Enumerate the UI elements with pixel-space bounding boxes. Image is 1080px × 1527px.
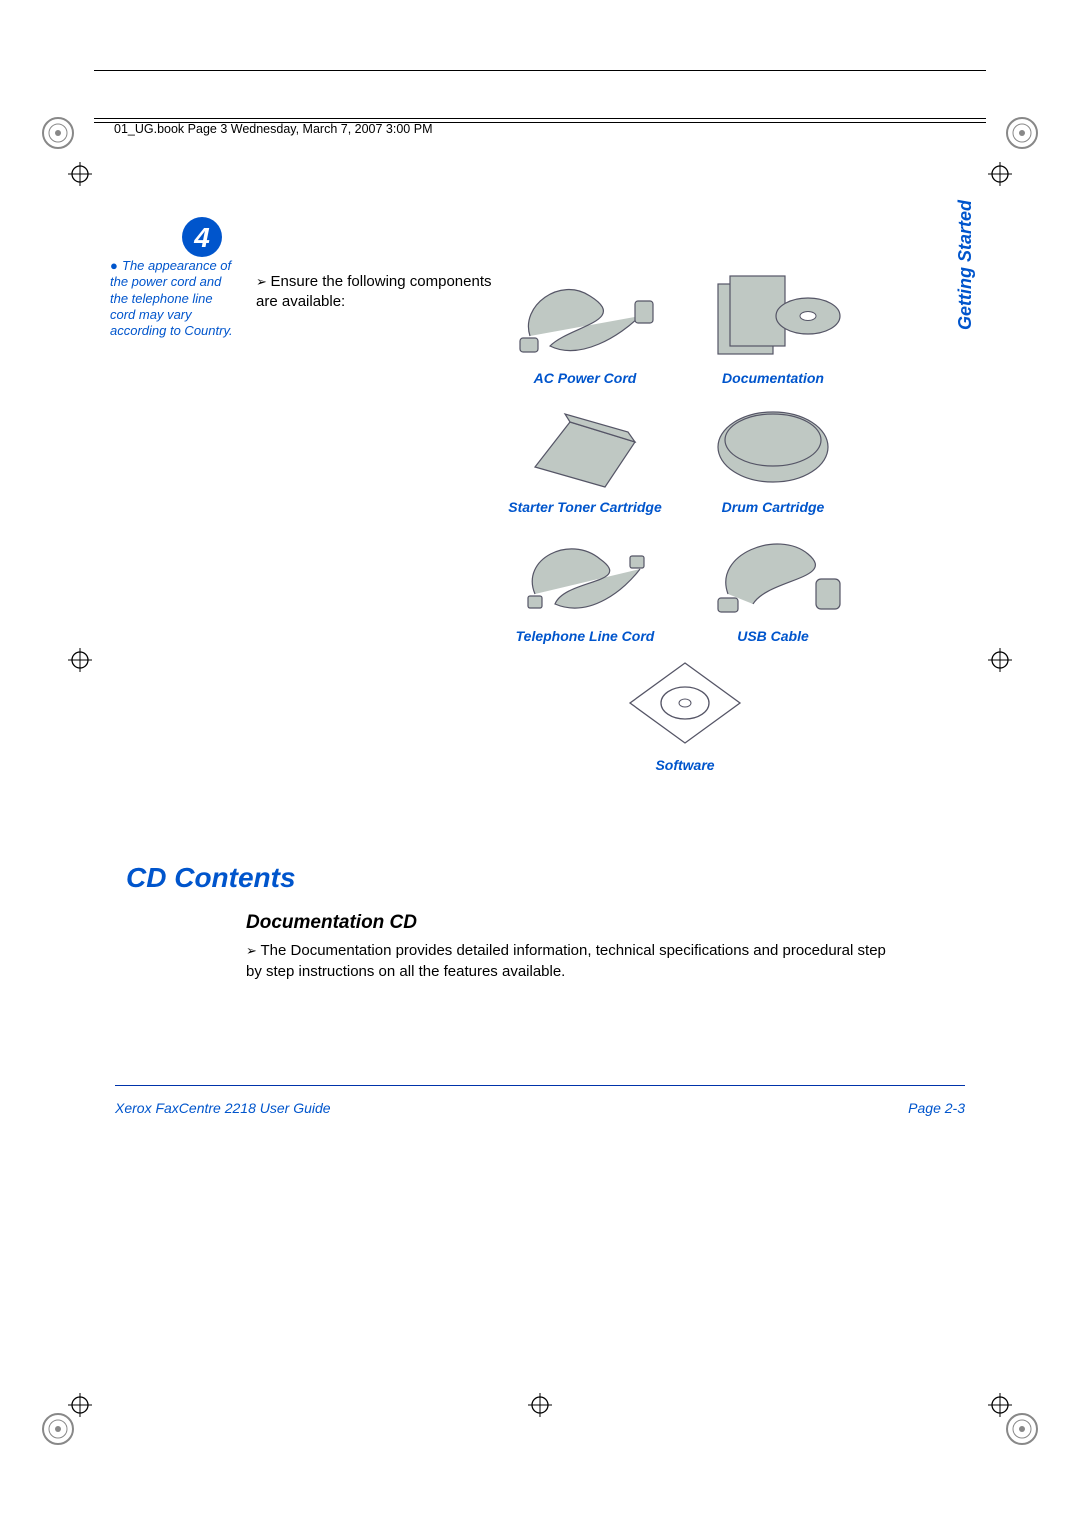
crosshair-icon bbox=[68, 648, 92, 672]
drum-cartridge-icon bbox=[688, 392, 858, 497]
sidenote-text: ●The appearance of the power cord and th… bbox=[110, 258, 240, 339]
footer-page-number: Page 2-3 bbox=[908, 1100, 965, 1116]
telephone-cord-icon bbox=[500, 521, 670, 626]
caption: AC Power Cord bbox=[500, 370, 670, 386]
component-usb-cable: USB Cable bbox=[688, 521, 858, 644]
caption: Starter Toner Cartridge bbox=[500, 499, 670, 515]
crosshair-icon bbox=[988, 162, 1012, 186]
step-number-badge: 4 bbox=[180, 215, 224, 259]
step-number-text: 4 bbox=[193, 222, 210, 253]
documentation-cd-paragraph: ➢ The Documentation provides detailed in… bbox=[246, 940, 886, 982]
section-heading-cd-contents: CD Contents bbox=[126, 862, 296, 894]
registration-mark-icon bbox=[40, 115, 76, 151]
component-starter-toner: Starter Toner Cartridge bbox=[500, 392, 670, 515]
chapter-tab-label: Getting Started bbox=[955, 200, 976, 330]
crosshair-icon bbox=[988, 648, 1012, 672]
power-cord-icon bbox=[500, 263, 670, 368]
caption: USB Cable bbox=[688, 628, 858, 644]
registration-mark-icon bbox=[1004, 115, 1040, 151]
toner-cartridge-icon bbox=[500, 392, 670, 497]
component-documentation: Documentation bbox=[688, 263, 858, 386]
subsection-heading-documentation-cd: Documentation CD bbox=[246, 912, 417, 934]
ensure-text: ➢ Ensure the following components are av… bbox=[256, 272, 516, 313]
footer-guide-title: Xerox FaxCentre 2218 User Guide bbox=[115, 1100, 331, 1116]
header-meta-text: 01_UG.book Page 3 Wednesday, March 7, 20… bbox=[114, 122, 432, 136]
component-grid: AC Power Cord Documentation Sta bbox=[500, 263, 870, 779]
documentation-icon bbox=[688, 263, 858, 368]
footer-rule bbox=[115, 1085, 965, 1086]
component-ac-power-cord: AC Power Cord bbox=[500, 263, 670, 386]
caption: Drum Cartridge bbox=[688, 499, 858, 515]
crosshair-icon bbox=[68, 1393, 92, 1417]
caption: Documentation bbox=[688, 370, 858, 386]
usb-cable-icon bbox=[688, 521, 858, 626]
caption: Telephone Line Cord bbox=[500, 628, 670, 644]
component-telephone-cord: Telephone Line Cord bbox=[500, 521, 670, 644]
caption: Software bbox=[600, 757, 770, 773]
component-software: Software bbox=[600, 650, 770, 773]
crosshair-icon bbox=[988, 1393, 1012, 1417]
software-cd-icon bbox=[600, 650, 770, 755]
component-drum-cartridge: Drum Cartridge bbox=[688, 392, 858, 515]
crosshair-icon bbox=[68, 162, 92, 186]
